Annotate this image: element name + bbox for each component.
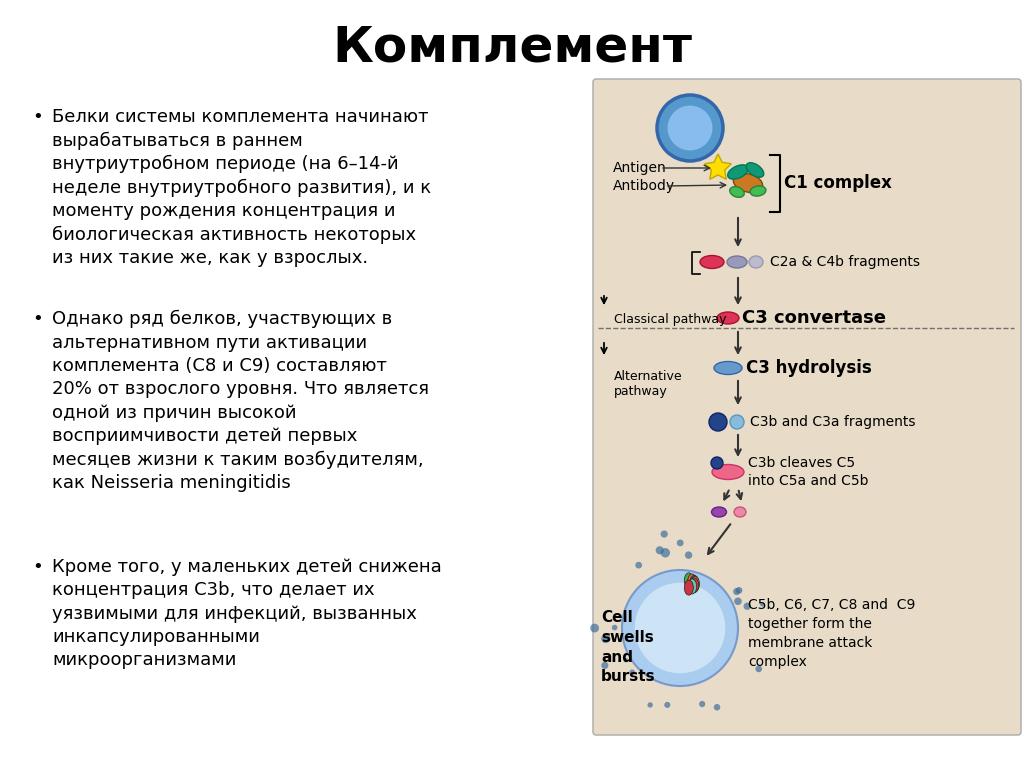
Text: Antibody: Antibody <box>613 179 675 193</box>
Circle shape <box>622 570 738 686</box>
Ellipse shape <box>690 575 698 591</box>
Circle shape <box>601 634 610 643</box>
Ellipse shape <box>690 577 699 591</box>
Circle shape <box>743 603 751 610</box>
Ellipse shape <box>712 465 744 479</box>
Circle shape <box>635 561 642 568</box>
Text: C5b, C6, C7, C8 and  C9
together form the
membrane attack
complex: C5b, C6, C7, C8 and C9 together form the… <box>748 598 915 669</box>
Ellipse shape <box>728 165 749 179</box>
Ellipse shape <box>684 580 693 595</box>
Polygon shape <box>705 154 731 179</box>
Circle shape <box>711 457 723 469</box>
Text: Однако ряд белков, участвующих в
альтернативном пути активации
комплемента (С8 и: Однако ряд белков, участвующих в альтерн… <box>52 310 429 492</box>
Circle shape <box>714 704 720 710</box>
Circle shape <box>647 702 653 707</box>
Circle shape <box>756 666 762 672</box>
Text: •: • <box>32 108 43 126</box>
Text: Cell
swells
and
bursts: Cell swells and bursts <box>601 610 655 684</box>
Ellipse shape <box>733 174 763 193</box>
Text: •: • <box>32 310 43 328</box>
Circle shape <box>590 624 599 633</box>
Circle shape <box>660 531 668 538</box>
Circle shape <box>730 415 744 429</box>
Circle shape <box>677 539 684 546</box>
Text: C1 complex: C1 complex <box>784 174 892 192</box>
Text: C2a & C4b fragments: C2a & C4b fragments <box>770 255 920 269</box>
Circle shape <box>685 551 692 559</box>
Circle shape <box>657 95 723 161</box>
Text: Белки системы комплемента начинают
вырабатываться в раннем
внутриутробном период: Белки системы комплемента начинают выраб… <box>52 108 431 267</box>
Text: Classical pathway: Classical pathway <box>614 313 726 326</box>
Text: C3 convertase: C3 convertase <box>742 309 886 327</box>
Circle shape <box>660 548 670 558</box>
Circle shape <box>635 583 725 674</box>
Circle shape <box>735 587 742 594</box>
Circle shape <box>655 546 664 554</box>
Text: Antigen: Antigen <box>613 161 667 175</box>
Ellipse shape <box>688 574 696 589</box>
Circle shape <box>601 662 608 669</box>
Ellipse shape <box>749 256 763 268</box>
Text: •: • <box>32 558 43 576</box>
Ellipse shape <box>684 573 693 588</box>
Ellipse shape <box>730 187 744 197</box>
Text: Комплемент: Комплемент <box>332 24 692 72</box>
Circle shape <box>709 413 727 431</box>
Ellipse shape <box>700 256 724 269</box>
Circle shape <box>733 588 740 595</box>
Circle shape <box>760 602 764 607</box>
Circle shape <box>734 598 741 605</box>
Ellipse shape <box>750 186 766 196</box>
Ellipse shape <box>690 578 698 593</box>
Text: C3 hydrolysis: C3 hydrolysis <box>746 359 871 377</box>
Circle shape <box>630 670 635 675</box>
Ellipse shape <box>746 163 764 177</box>
Text: Кроме того, у маленьких детей снижена
концентрация С3b, что делает их
уязвимыми : Кроме того, у маленьких детей снижена ко… <box>52 558 441 669</box>
Circle shape <box>699 701 706 707</box>
Circle shape <box>624 658 628 663</box>
Ellipse shape <box>734 507 746 517</box>
Text: C3b and C3a fragments: C3b and C3a fragments <box>750 415 915 429</box>
Circle shape <box>668 105 713 151</box>
Ellipse shape <box>712 507 726 517</box>
Text: Alternative
pathway: Alternative pathway <box>614 370 683 398</box>
Text: C3b cleaves C5
into C5a and C5b: C3b cleaves C5 into C5a and C5b <box>748 455 868 488</box>
Circle shape <box>665 702 671 708</box>
FancyBboxPatch shape <box>593 79 1021 735</box>
Ellipse shape <box>714 362 742 375</box>
Ellipse shape <box>727 256 746 268</box>
Circle shape <box>611 624 617 631</box>
Ellipse shape <box>717 312 739 324</box>
Ellipse shape <box>688 579 696 594</box>
